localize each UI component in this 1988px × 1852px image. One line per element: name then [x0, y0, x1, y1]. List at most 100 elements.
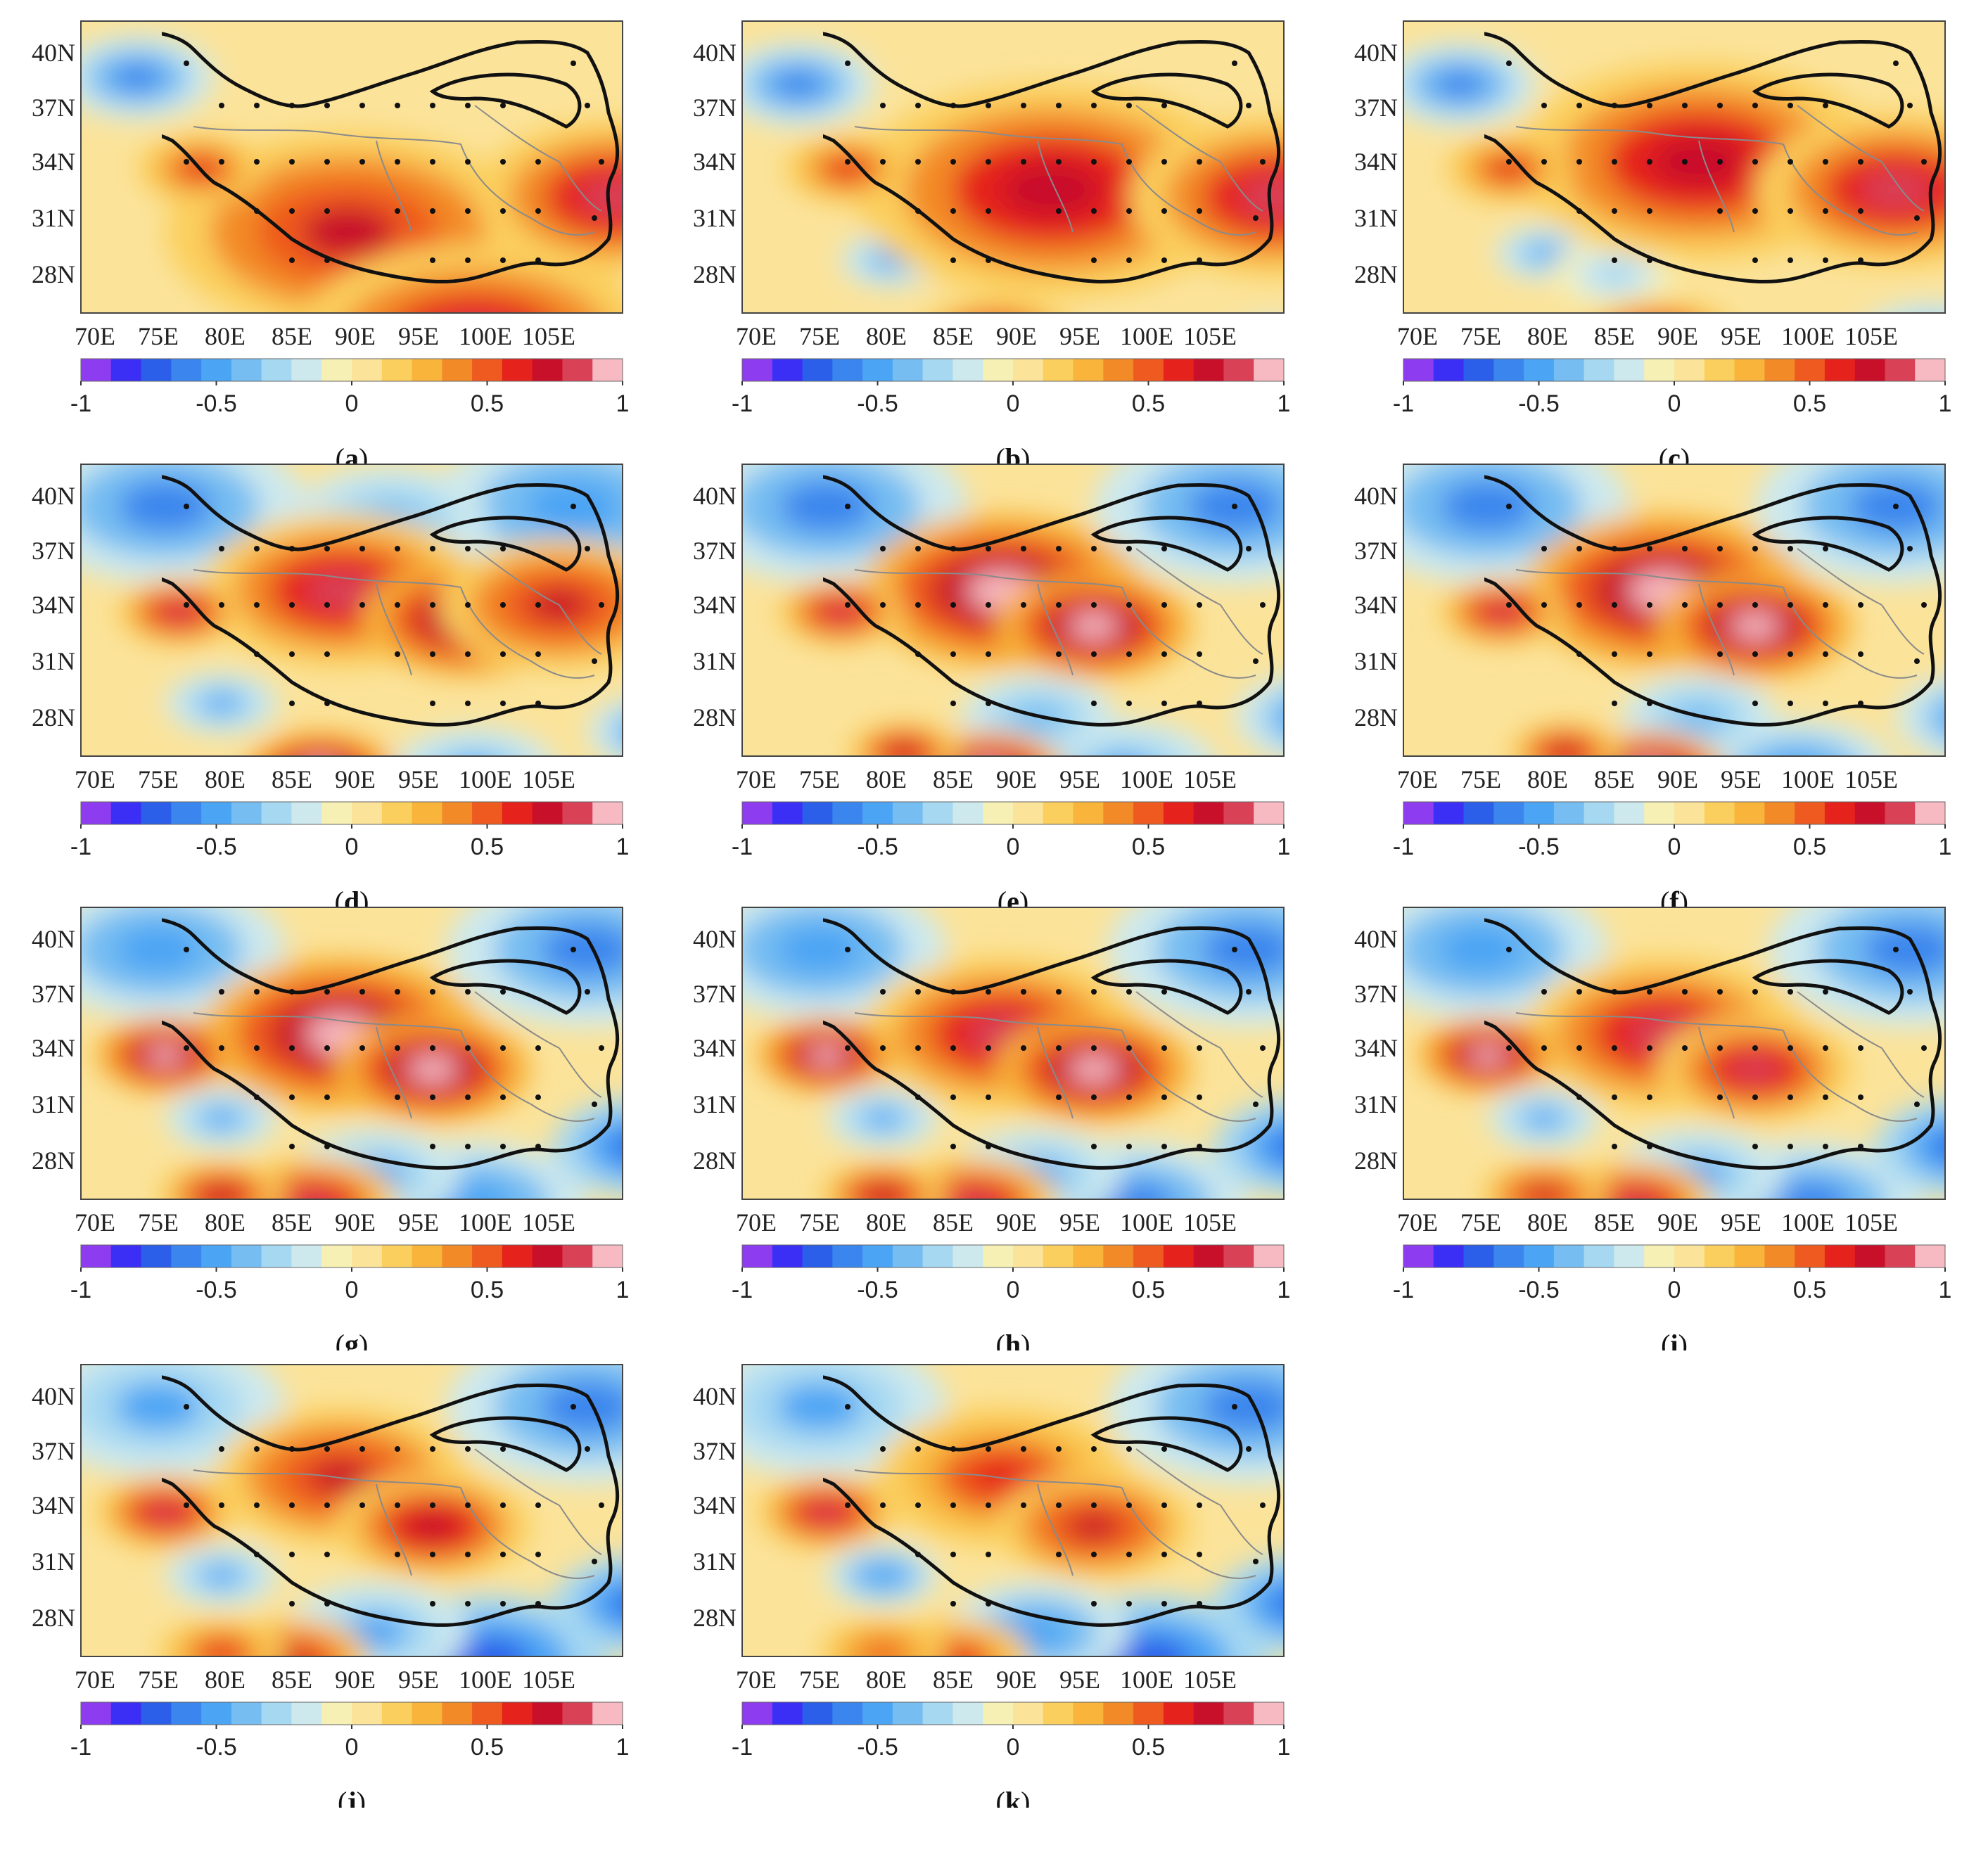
lon-label: 85E	[1594, 322, 1635, 350]
lon-label: 80E	[205, 322, 246, 350]
station-dot	[1126, 989, 1132, 995]
station-dot	[1717, 159, 1723, 165]
station-dot	[1612, 159, 1617, 165]
colorbar-tick-label: 0	[1668, 834, 1681, 860]
station-dot	[1091, 1094, 1097, 1100]
station-dot	[1506, 1045, 1512, 1051]
cold-anomaly	[613, 1134, 623, 1159]
colorbar-swatch	[592, 1702, 623, 1725]
colorbar-swatch	[381, 1702, 413, 1725]
lon-label: 85E	[933, 1208, 974, 1237]
station-dot	[254, 1045, 260, 1051]
lon-label: 90E	[996, 1208, 1037, 1237]
warm-anomaly	[1959, 376, 1970, 399]
station-dot	[219, 602, 224, 608]
lon-label: 70E	[75, 1666, 115, 1694]
panel-c: 40N 37N 34N 31N 28N 70E 75E 80E 85E 90E 95E 100E 105…	[1323, 14, 1970, 464]
colorbar-swatch	[983, 1702, 1014, 1725]
station-dot	[500, 159, 506, 165]
warm-anomaly	[404, 294, 546, 313]
station-dot	[1717, 1094, 1723, 1100]
station-dot	[1717, 1045, 1723, 1051]
station-dot	[289, 1446, 295, 1452]
station-dot	[1091, 1144, 1097, 1149]
lon-label: 80E	[1527, 322, 1568, 350]
station-dot	[430, 1552, 435, 1557]
colorbar-swatch	[1043, 802, 1074, 824]
station-dot	[1788, 208, 1793, 214]
warm-anomaly	[415, 1294, 647, 1350]
colorbar-tick-label: 1	[1277, 1277, 1291, 1303]
station-dot	[1893, 504, 1899, 509]
region-border	[1797, 991, 1882, 1049]
station-dot	[1612, 1094, 1617, 1100]
station-dot	[1647, 546, 1652, 551]
station-dot	[324, 1446, 330, 1452]
colorbar-swatch	[291, 1702, 322, 1725]
station-dot	[254, 159, 260, 165]
station-dot	[599, 159, 604, 165]
station-dot	[500, 546, 506, 551]
colorbar-tick-label: 0.5	[1793, 1277, 1826, 1303]
colorbar-tick-label: 0.5	[1132, 390, 1165, 417]
station-dot	[1823, 1045, 1828, 1051]
lat-label: 34N	[32, 1491, 75, 1519]
lat-label: 28N	[32, 260, 75, 288]
colorbar-swatch	[1584, 802, 1614, 824]
warm-anomaly	[932, 1180, 1017, 1199]
colorbar-swatch	[321, 1702, 352, 1725]
plateau-boundary	[823, 475, 1281, 727]
station-dot	[1752, 602, 1758, 608]
warm-anomaly	[205, 1187, 238, 1199]
station-dot	[1823, 159, 1828, 165]
station-dot	[500, 1094, 506, 1100]
lon-label: 75E	[138, 322, 179, 350]
colorbar-swatch	[472, 1245, 503, 1267]
colorbar-tick-label: 0	[1668, 390, 1681, 417]
cold-anomaly	[1905, 1115, 1945, 1178]
colorbar-swatch	[231, 359, 262, 381]
station-dot	[430, 1601, 435, 1607]
colorbar-swatch	[832, 802, 863, 824]
colorbar-tick-label: 0	[345, 390, 359, 417]
station-dot	[1161, 989, 1167, 995]
map-frame	[741, 464, 1285, 757]
station-dot	[289, 1094, 295, 1100]
colorbar-tick-label: 0	[1007, 834, 1020, 860]
station-dot	[915, 1045, 921, 1051]
colorbar-swatch	[802, 802, 833, 824]
station-dot	[500, 1552, 506, 1557]
station-dot	[915, 208, 921, 214]
station-dot	[1091, 208, 1097, 214]
lon-label: 80E	[866, 1666, 907, 1694]
lon-label: 70E	[75, 322, 115, 350]
colorbar-swatch	[862, 1245, 893, 1267]
warm-anomaly	[272, 741, 369, 756]
colorbar-tick-label: 0	[1007, 1277, 1020, 1303]
colorbar-swatch	[1885, 1245, 1916, 1267]
colorbar-swatch	[1223, 1702, 1254, 1725]
region-border	[1698, 140, 1735, 233]
station-dot	[289, 1045, 295, 1051]
station-dot	[1197, 602, 1202, 608]
colorbar-swatch	[1795, 802, 1825, 824]
station-dot	[1126, 1601, 1132, 1607]
station-dot	[465, 1601, 471, 1607]
station-dot	[465, 257, 471, 263]
station-dot	[1914, 1101, 1920, 1107]
station-dot	[1717, 989, 1723, 995]
basin-boundary	[1090, 1416, 1243, 1472]
station-dot	[1126, 651, 1132, 657]
lat-label: 40N	[693, 925, 737, 953]
cold-anomaly	[1111, 1637, 1190, 1656]
station-dot	[289, 989, 295, 995]
region-border	[460, 1487, 595, 1579]
lat-label: 37N	[1354, 980, 1398, 1008]
station-dot	[1682, 1045, 1688, 1051]
colorbar-swatch	[1734, 359, 1765, 381]
colorbar-swatch	[1764, 1245, 1795, 1267]
region-border	[193, 1469, 461, 1488]
cold-anomaly	[540, 1381, 623, 1433]
map-frame	[80, 20, 623, 314]
colorbar-swatch	[1704, 359, 1735, 381]
